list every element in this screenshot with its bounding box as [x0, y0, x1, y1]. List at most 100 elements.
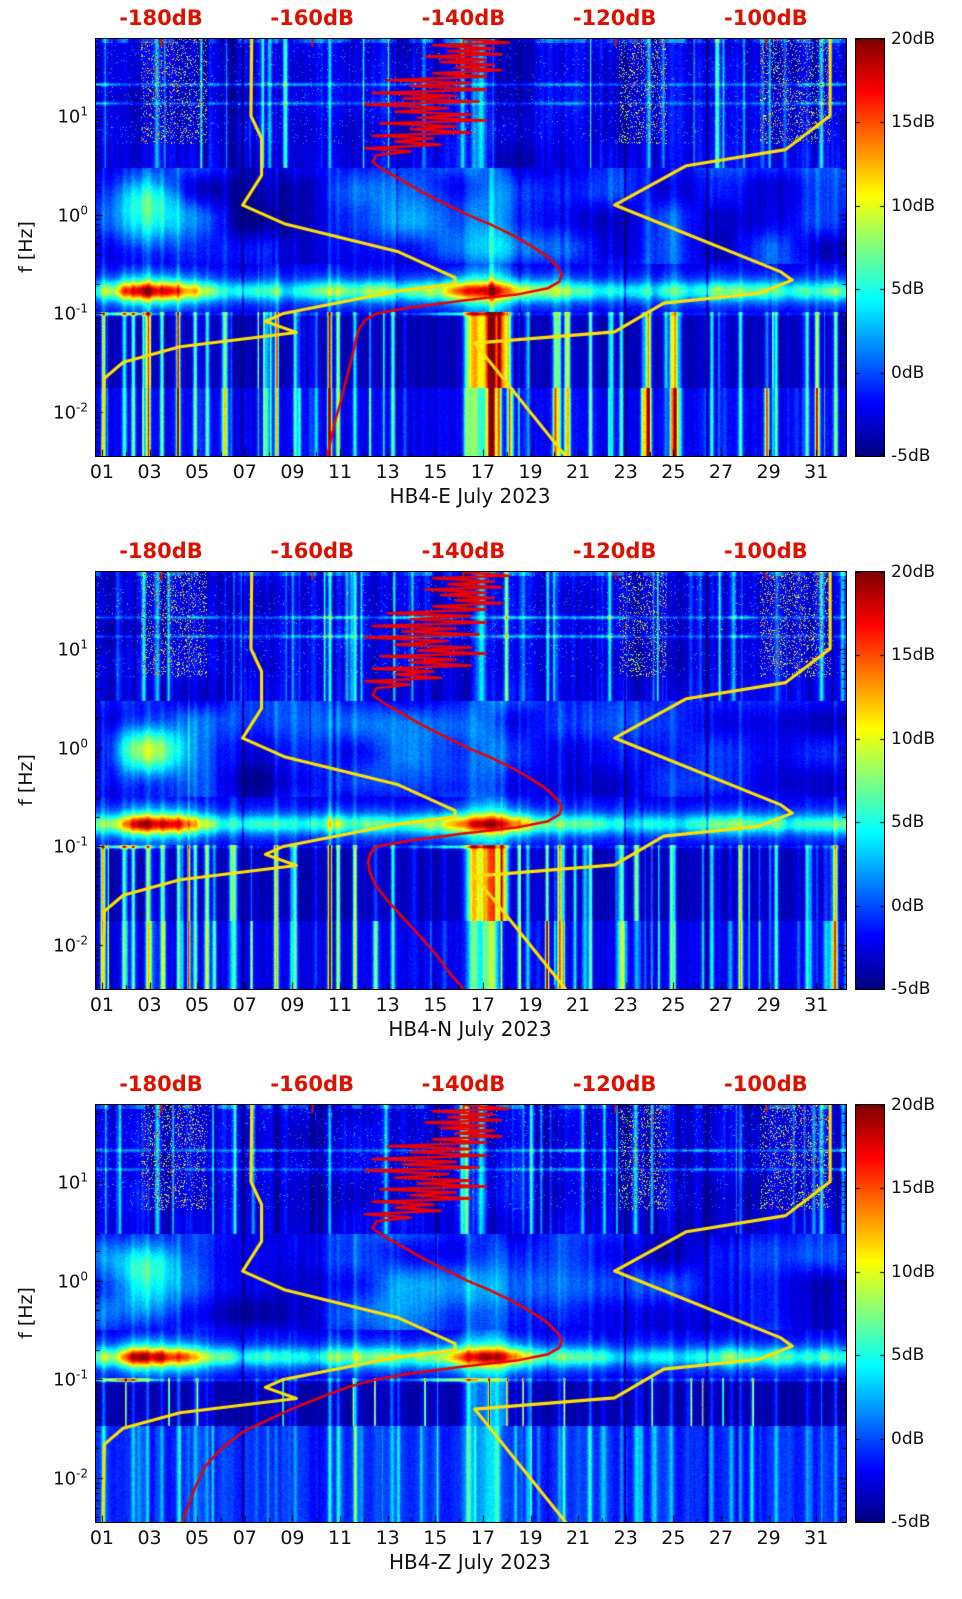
colorbar-tick-label: 15dB: [891, 645, 936, 666]
x-axis-tick-label: 25: [661, 461, 686, 483]
y-axis-tick-label: 101: [57, 1170, 88, 1194]
x-axis-tick-label: 17: [470, 994, 495, 1016]
x-axis-tick-label: 05: [185, 994, 210, 1016]
x-axis-tick-label: 29: [756, 1527, 781, 1549]
x-axis-tick-label: 15: [423, 461, 448, 483]
x-axis-tick-label: 19: [518, 994, 543, 1016]
x-axis-tick-label: 29: [756, 994, 781, 1016]
x-axis-tick-label: 01: [89, 461, 115, 483]
x-axis-tick-label: 03: [137, 994, 162, 1016]
y-axis-tick-label: 10-1: [53, 301, 88, 325]
x-axis-tick-label: 25: [661, 994, 686, 1016]
spectrogram-plot-hb4-n: [95, 571, 847, 990]
x-axis-tick-label: 11: [327, 994, 353, 1016]
x-axis-tick-label: 15: [423, 994, 448, 1016]
x-axis-tick-label: 13: [375, 461, 400, 483]
x-axis-tick-label: 31: [804, 1527, 829, 1549]
x-axis-tick-label: 23: [613, 461, 638, 483]
y-axis-tick-label: 10-2: [53, 400, 88, 424]
panel-hb4-n: f [Hz] HB4-N July 2023 -180dB -160dB -140d…: [0, 533, 962, 1066]
x-axis-tick-label: 13: [375, 1527, 400, 1549]
x-axis-tick-label: 31: [804, 994, 829, 1016]
x-axis-tick-label: 17: [470, 1527, 495, 1549]
y-axis-label: f [Hz]: [15, 221, 37, 273]
top-axis-tick-label: -160dB: [270, 1072, 355, 1096]
colorbar-tick-label: 15dB: [891, 112, 936, 133]
colorbar-tick-label: 20dB: [891, 29, 936, 49]
y-axis-tick-label: 10-1: [53, 834, 88, 858]
top-axis-tick-label: -140dB: [421, 1072, 506, 1096]
x-axis-tick-label: 31: [804, 461, 829, 483]
top-axis-tick-label: -180dB: [119, 539, 203, 563]
x-axis-tick-label: 23: [613, 994, 638, 1016]
top-axis-tick-label: -100dB: [724, 6, 808, 30]
top-axis-tick-label: -140dB: [421, 539, 506, 563]
x-axis-tick-label: 07: [232, 994, 257, 1016]
top-axis-tick-label: -160dB: [270, 6, 355, 30]
x-axis-tick-label: 17: [470, 461, 495, 483]
spectrogram-plot-hb4-e: [95, 38, 847, 457]
y-axis-tick-label: 10-1: [53, 1367, 88, 1391]
x-axis-tick-label: 03: [137, 461, 162, 483]
x-axis-tick-label: 13: [375, 994, 400, 1016]
colorbar-hb4-z: [855, 1104, 885, 1523]
x-axis-tick-label: 19: [518, 1527, 543, 1549]
x-axis-tick-label: 05: [185, 461, 210, 483]
colorbar-tick-label: 20dB: [891, 562, 936, 582]
top-axis-tick-label: -120dB: [572, 539, 657, 563]
top-axis-tick-label: -180dB: [119, 6, 203, 30]
x-axis-tick-label: 19: [518, 461, 543, 483]
x-axis-tick-label: 27: [708, 461, 734, 483]
x-axis-tick-label: 27: [708, 994, 734, 1016]
x-axis-tick-label: 07: [232, 461, 257, 483]
top-axis-tick-label: -140dB: [421, 6, 506, 30]
x-axis-tick-label: 23: [613, 1527, 638, 1549]
colorbar-tick-label: 20dB: [891, 1095, 936, 1115]
colorbar-hb4-e: [855, 38, 885, 457]
x-axis-tick-label: 21: [566, 1527, 591, 1549]
colorbar-tick-label: 0dB: [891, 362, 925, 383]
x-axis-tick-label: 21: [566, 461, 591, 483]
colorbar-tick-label: 5dB: [891, 1345, 925, 1366]
colorbar-tick-label: 15dB: [891, 1178, 936, 1199]
panel-hb4-z: f [Hz] HB4-Z July 2023 -180dB -160dB -140d…: [0, 1066, 962, 1599]
top-axis-tick-label: -180dB: [119, 1072, 203, 1096]
x-axis-tick-label: 11: [327, 1527, 353, 1549]
colorbar-tick-label: 10dB: [891, 728, 936, 749]
x-axis-tick-label: 29: [756, 461, 781, 483]
x-axis-tick-label: 25: [661, 1527, 686, 1549]
x-axis-tick-label: 09: [280, 461, 305, 483]
panel-hb4-e: f [Hz] HB4-E July 2023 -180dB -160dB -140d…: [0, 0, 962, 533]
x-axis-tick-label: 07: [232, 1527, 257, 1549]
x-axis-tick-label: 09: [280, 1527, 305, 1549]
top-axis-tick-label: -100dB: [724, 1072, 808, 1096]
y-axis-tick-label: 101: [57, 637, 88, 661]
x-axis-tick-label: 03: [137, 1527, 162, 1549]
y-axis-tick-label: 100: [57, 1269, 88, 1293]
x-axis-tick-label: 27: [708, 1527, 734, 1549]
x-axis-tick-label: 11: [327, 461, 353, 483]
colorbar-tick-label: 0dB: [891, 895, 925, 916]
spectrogram-plot-hb4-z: [95, 1104, 847, 1523]
colorbar-hb4-n: [855, 571, 885, 990]
x-axis-tick-label: 05: [185, 1527, 210, 1549]
colorbar-tick-label: -5dB: [891, 1512, 931, 1532]
y-axis-label: f [Hz]: [15, 1287, 37, 1339]
x-axis-tick-label: 09: [280, 994, 305, 1016]
x-axis-tick-label: 15: [423, 1527, 448, 1549]
x-axis-title: HB4-E July 2023: [389, 484, 551, 508]
top-axis-tick-label: -100dB: [724, 539, 808, 563]
colorbar-tick-label: 10dB: [891, 195, 936, 216]
x-axis-tick-label: 01: [89, 1527, 115, 1549]
x-axis-title: HB4-Z July 2023: [389, 1550, 551, 1574]
y-axis-label: f [Hz]: [15, 754, 37, 806]
x-axis-tick-label: 21: [566, 994, 591, 1016]
colorbar-tick-label: 5dB: [891, 279, 925, 300]
colorbar-tick-label: 0dB: [891, 1428, 925, 1449]
colorbar-tick-label: 5dB: [891, 812, 925, 833]
colorbar-tick-label: -5dB: [891, 446, 931, 466]
y-axis-tick-label: 10-2: [53, 933, 88, 957]
top-axis-tick-label: -160dB: [270, 539, 355, 563]
y-axis-tick-label: 100: [57, 736, 88, 760]
